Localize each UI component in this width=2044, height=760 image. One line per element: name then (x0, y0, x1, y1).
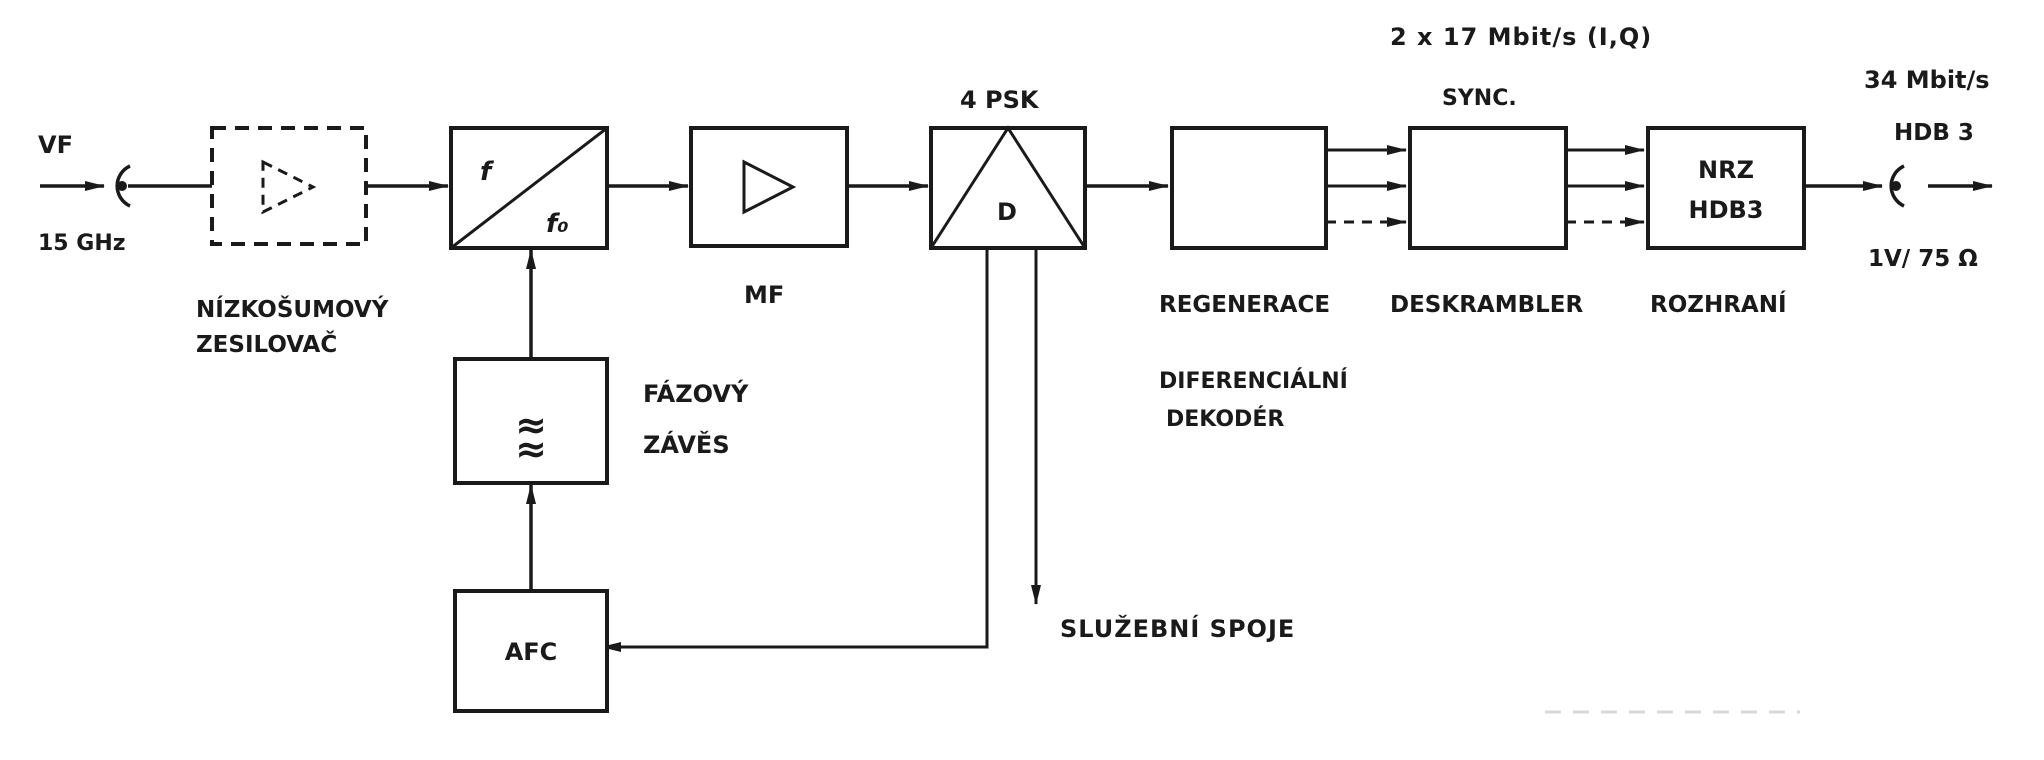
lna-label-1: NÍZKOŠUMOVÝ (196, 295, 389, 323)
demod-block: D (929, 125, 1087, 250)
afc-label: AFC (505, 638, 558, 666)
interface-inner-1: NRZ (1698, 156, 1754, 184)
interface-label: ROZHRANÍ (1650, 290, 1787, 318)
pll-filter-icon-2: ≈ (515, 427, 547, 471)
interface-inner-2: HDB3 (1689, 196, 1764, 224)
interface-block: NRZ HDB3 (1646, 126, 1806, 250)
service-label: SLUŽEBNÍ SPOJE (1060, 614, 1295, 643)
if-amp-label: MF (744, 281, 784, 309)
pll-label-1: FÁZOVÝ (643, 378, 749, 408)
if-amp-block (689, 126, 849, 248)
pll-label-2: ZÁVĚS (643, 430, 730, 459)
lna-block (210, 126, 368, 246)
mixer-symbol-top: f (480, 157, 495, 187)
input-label: VF (38, 131, 73, 159)
demod-title: 4 PSK (960, 86, 1040, 114)
output-rate: 34 Mbit/s (1864, 66, 1990, 94)
demod-inner: D (997, 198, 1017, 226)
lna-label-2: ZESILOVAČ (196, 330, 337, 358)
mixer-block: f f₀ (449, 126, 609, 250)
output-code: HDB 3 (1894, 120, 1974, 146)
input-connector (115, 164, 131, 208)
descrambler-block (1408, 126, 1568, 250)
regen-label: REGENERACE (1159, 292, 1330, 318)
descrambler-sync: SYNC. (1442, 86, 1517, 111)
pll-filter-icon: ≈ (515, 403, 547, 447)
regen-label-2b: DEKODÉR (1166, 406, 1284, 432)
demod-triangle-icon (929, 125, 1087, 249)
wire-demod-afc (601, 248, 989, 652)
lna-triangle-icon (261, 159, 317, 215)
descrambler-rate: 2 x 17 Mbit/s (I,Q) (1390, 23, 1652, 51)
regen-label-2a: DIFERENCIÁLNÍ (1159, 368, 1348, 394)
input-freq: 15 GHz (38, 231, 126, 256)
mixer-symbol-bottom: f₀ (546, 209, 569, 239)
output-connector (1889, 164, 1905, 208)
regen-block (1170, 126, 1328, 250)
descrambler-label: DESKRAMBLER (1390, 292, 1583, 318)
output-level: 1V/ 75 Ω (1868, 246, 1978, 272)
if-amp-triangle-icon (742, 159, 797, 215)
pll-block: ≈ ≈ (453, 357, 609, 485)
afc-block: AFC (453, 589, 609, 713)
mixer-diagonal (450, 126, 608, 250)
